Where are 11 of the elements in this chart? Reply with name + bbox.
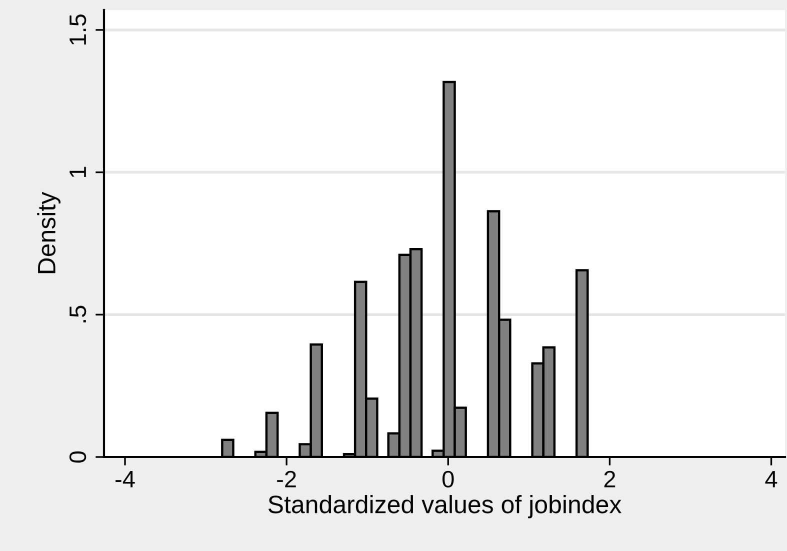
x-tick-label: 2 [604, 470, 616, 488]
x-axis-title: Standardized values of jobindex [268, 494, 622, 518]
y-axis-title: Density [37, 192, 60, 274]
y-tick-label: 1.5 [70, 14, 86, 45]
y-tick-label: 0 [69, 451, 86, 463]
x-tick-label: 0 [442, 470, 454, 488]
x-tick-label: -2 [277, 470, 296, 488]
x-tick-label: -4 [116, 471, 135, 488]
x-tick-label: 4 [765, 471, 778, 488]
y-tick-label: .5 [70, 306, 86, 322]
y-tick-label: 1 [70, 166, 86, 178]
